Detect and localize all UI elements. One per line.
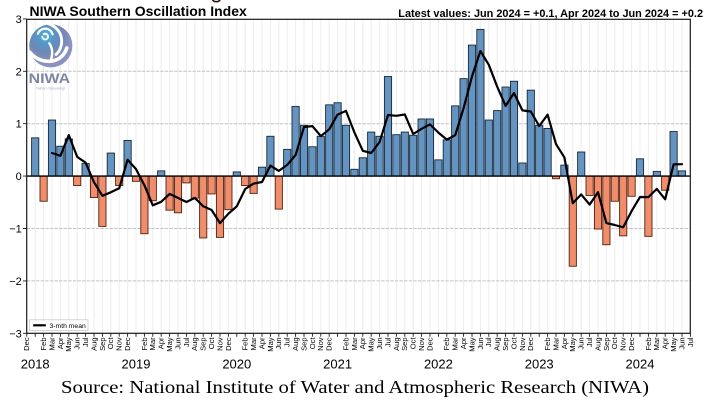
svg-text:2: 2 (16, 66, 22, 78)
svg-text:Mar: Mar (148, 337, 157, 351)
svg-text:Apr: Apr (358, 337, 367, 349)
svg-text:Dec: Dec (526, 337, 535, 351)
svg-text:May: May (64, 337, 73, 352)
svg-text:Aug: Aug (493, 337, 502, 351)
svg-text:Aug: Aug (291, 337, 300, 351)
svg-text:Nov: Nov (115, 337, 124, 351)
svg-text:Oct: Oct (610, 337, 619, 350)
svg-text:Feb: Feb (341, 337, 350, 350)
svg-text:Dec: Dec (22, 337, 31, 351)
svg-text:Dec: Dec (627, 337, 636, 351)
svg-text:Feb: Feb (39, 337, 48, 350)
svg-text:Jul: Jul (81, 337, 90, 347)
svg-text:NIWA Southern Oscillation Inde: NIWA Southern Oscillation Index (30, 3, 247, 19)
svg-text:May: May (266, 337, 275, 352)
svg-text:2022: 2022 (424, 357, 453, 372)
svg-text:Aug: Aug (392, 337, 401, 351)
svg-text:Aug: Aug (89, 337, 98, 351)
svg-text:Feb: Feb (543, 337, 552, 350)
svg-text:Apr: Apr (257, 337, 266, 349)
svg-text:2024: 2024 (626, 357, 655, 372)
svg-text:Jun: Jun (476, 337, 485, 349)
svg-text:Jun: Jun (73, 337, 82, 349)
svg-text:−3: −3 (9, 328, 22, 340)
svg-text:−2: −2 (9, 276, 22, 288)
svg-text:Oct: Oct (509, 337, 518, 350)
svg-text:Feb: Feb (241, 337, 250, 350)
svg-text:Oct: Oct (308, 337, 317, 350)
svg-text:May: May (669, 337, 678, 352)
svg-text:Feb: Feb (140, 337, 149, 350)
svg-text:Sep: Sep (98, 337, 107, 351)
svg-text:Feb: Feb (644, 337, 653, 350)
svg-text:Apr: Apr (459, 337, 468, 349)
svg-text:Nov: Nov (619, 337, 628, 351)
svg-text:Apr: Apr (157, 337, 166, 349)
svg-text:May: May (367, 337, 376, 352)
svg-text:Sep: Sep (299, 337, 308, 351)
svg-text:0: 0 (16, 171, 22, 183)
svg-text:Sep: Sep (501, 337, 510, 351)
svg-text:Sep: Sep (602, 337, 611, 351)
svg-text:Nov: Nov (518, 337, 527, 351)
svg-text:Jun: Jun (274, 337, 283, 349)
svg-text:Mar: Mar (350, 337, 359, 351)
svg-text:Latest values: Jun 2024 = +0.1: Latest values: Jun 2024 = +0.1, Apr 2024… (398, 8, 703, 20)
svg-text:Jul: Jul (484, 337, 493, 347)
svg-text:Jul: Jul (383, 337, 392, 347)
svg-text:Mar: Mar (652, 337, 661, 351)
svg-text:Sep: Sep (199, 337, 208, 351)
svg-text:Dec: Dec (224, 337, 233, 351)
svg-text:Nov: Nov (417, 337, 426, 351)
svg-text:Jun: Jun (173, 337, 182, 349)
svg-text:1: 1 (16, 119, 22, 131)
svg-text:Oct: Oct (106, 337, 115, 350)
svg-text:Mar: Mar (451, 337, 460, 351)
svg-text:Source: National Institute of: Source: National Institute of Water and … (61, 377, 649, 398)
svg-text:Dec: Dec (325, 337, 334, 351)
svg-text:Mar: Mar (249, 337, 258, 351)
svg-text:Oct: Oct (409, 337, 418, 350)
svg-text:Jul: Jul (686, 337, 695, 347)
svg-text:Taihoro Nukurangi: Taihoro Nukurangi (36, 86, 65, 90)
svg-text:May: May (165, 337, 174, 352)
svg-text:Apr: Apr (56, 337, 65, 349)
svg-text:Jul: Jul (182, 337, 191, 347)
svg-text:Mar: Mar (551, 337, 560, 351)
svg-text:Aug: Aug (190, 337, 199, 351)
svg-text:Sep: Sep (400, 337, 409, 351)
svg-text:Apr: Apr (661, 337, 670, 349)
svg-text:Jun: Jun (577, 337, 586, 349)
svg-text:−1: −1 (9, 224, 22, 236)
svg-text:2020: 2020 (222, 357, 251, 372)
svg-text:Nov: Nov (316, 337, 325, 351)
svg-text:Aug: Aug (593, 337, 602, 351)
svg-text:Mar: Mar (47, 337, 56, 351)
svg-text:2019: 2019 (122, 357, 151, 372)
svg-text:Oct: Oct (207, 337, 216, 350)
svg-text:2023: 2023 (525, 357, 554, 372)
svg-text:Jun: Jun (375, 337, 384, 349)
svg-text:Apr: Apr (560, 337, 569, 349)
svg-text:2018: 2018 (21, 357, 50, 372)
svg-text:NIWA: NIWA (29, 70, 71, 86)
svg-text:Dec: Dec (123, 337, 132, 351)
svg-text:May: May (568, 337, 577, 352)
svg-text:Feb: Feb (442, 337, 451, 350)
svg-text:Jun: Jun (677, 337, 686, 349)
svg-text:Dec: Dec (425, 337, 434, 351)
svg-text:Nov: Nov (215, 337, 224, 351)
svg-text:Jul: Jul (585, 337, 594, 347)
svg-text:2021: 2021 (323, 357, 352, 372)
svg-text:Jul: Jul (283, 337, 292, 347)
svg-text:3-mth mean: 3-mth mean (50, 323, 86, 330)
svg-text:3: 3 (16, 14, 22, 26)
svg-text:May: May (467, 337, 476, 352)
